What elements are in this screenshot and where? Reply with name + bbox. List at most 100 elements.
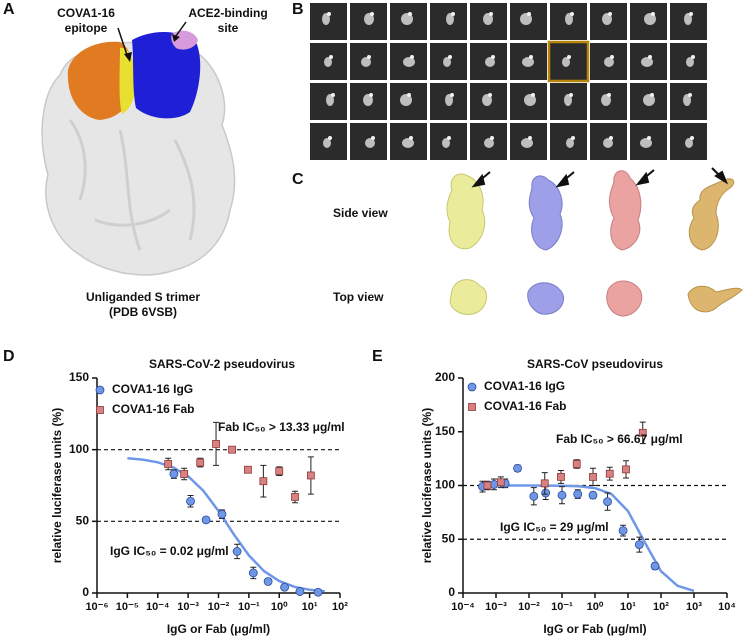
data-point xyxy=(313,587,323,597)
particle xyxy=(326,94,334,106)
particle xyxy=(364,13,374,25)
data-point xyxy=(186,496,195,506)
particle xyxy=(370,12,374,16)
particle xyxy=(522,57,534,67)
legend-label: COVA1-16 IgG xyxy=(484,379,565,393)
particle xyxy=(447,136,451,140)
particle xyxy=(683,94,691,106)
particle xyxy=(491,55,495,59)
data-point xyxy=(291,493,299,501)
data-point xyxy=(201,515,211,525)
particle xyxy=(490,136,494,140)
side-view-label: Side view xyxy=(333,206,388,220)
legend-marker xyxy=(467,382,477,392)
particle xyxy=(570,12,574,16)
particle xyxy=(531,93,535,97)
particle xyxy=(607,93,611,97)
panel-label: B xyxy=(292,1,304,18)
x-tick-label: 10¹ xyxy=(302,601,318,613)
particle xyxy=(445,94,453,106)
particle xyxy=(322,13,330,25)
particle xyxy=(569,93,573,97)
data-point xyxy=(589,472,597,481)
particle xyxy=(451,12,455,16)
y-tick-label: 150 xyxy=(435,424,455,438)
chart-title: SARS-CoV-2 pseudovirus xyxy=(149,357,295,371)
x-tick-label: 10⁻⁴ xyxy=(451,601,474,613)
data-point xyxy=(483,481,492,490)
particle xyxy=(328,136,332,140)
panel-label: D xyxy=(3,348,15,365)
x-tick-label: 10⁻² xyxy=(518,601,540,613)
particle xyxy=(442,138,450,148)
data-point xyxy=(196,458,205,467)
data-point xyxy=(634,540,644,550)
particle xyxy=(603,138,613,148)
particle xyxy=(361,57,371,67)
particle xyxy=(691,55,695,59)
particle xyxy=(688,93,692,97)
x-tick-label: 10⁰ xyxy=(587,601,604,613)
particle xyxy=(409,136,413,140)
x-axis-label: IgG or Fab (μg/ml) xyxy=(543,622,646,636)
particle xyxy=(443,57,451,67)
ace2-label: ACE2-binding xyxy=(188,6,267,20)
map-side-views xyxy=(446,167,735,251)
y-tick-label: 50 xyxy=(76,514,90,528)
particle xyxy=(602,13,612,25)
data-point xyxy=(650,561,660,571)
data-point xyxy=(263,577,273,586)
x-tick-label: 10² xyxy=(653,601,669,613)
y-tick-label: 100 xyxy=(69,442,89,456)
x-tick-label: 10⁻³ xyxy=(177,601,199,613)
particle xyxy=(402,138,414,148)
particle xyxy=(408,12,412,16)
particle xyxy=(640,138,652,148)
particle xyxy=(684,13,692,25)
x-tick-label: 10¹ xyxy=(620,601,636,613)
particle xyxy=(521,138,533,148)
particle xyxy=(489,12,493,16)
data-point xyxy=(557,472,565,481)
particle xyxy=(363,94,373,106)
data-point xyxy=(573,489,583,499)
data-point xyxy=(588,490,598,500)
data-point xyxy=(306,471,315,480)
particle xyxy=(610,55,614,59)
annotation: IgG IC₅₀ = 0.02 μg/ml xyxy=(110,544,229,558)
particle xyxy=(686,57,694,67)
particle xyxy=(527,12,531,16)
panel-label: A xyxy=(3,1,15,18)
x-tick-label: 10⁻⁴ xyxy=(146,601,169,613)
particle xyxy=(690,136,694,140)
x-tick-label: 10⁻² xyxy=(208,601,230,613)
particle xyxy=(324,57,332,67)
data-point xyxy=(295,587,305,596)
data-point xyxy=(638,428,647,437)
legend-marker xyxy=(95,385,105,395)
data-point xyxy=(557,490,567,500)
s-trimer-illustration xyxy=(41,21,236,276)
y-tick-label: 100 xyxy=(435,478,455,492)
data-point xyxy=(572,460,581,468)
particle xyxy=(571,136,575,140)
data-point xyxy=(605,469,614,478)
particle xyxy=(448,55,452,59)
particle xyxy=(329,55,333,59)
legend-label: COVA1-16 IgG xyxy=(112,382,193,396)
selected-class xyxy=(547,40,590,83)
particle xyxy=(647,136,651,140)
x-tick-label: 10⁰ xyxy=(271,601,288,613)
data-point xyxy=(244,465,252,474)
x-tick-label: 10⁻³ xyxy=(485,601,507,613)
generated: A B C D E SARS-CoV-2 pseudovirus relative luci… xyxy=(3,1,736,636)
particle xyxy=(564,94,572,106)
particle xyxy=(410,55,414,59)
particle xyxy=(566,138,574,148)
particle xyxy=(403,57,415,67)
particle xyxy=(651,12,655,16)
data-point xyxy=(164,460,173,468)
particle xyxy=(689,12,693,16)
y-tick-label: 150 xyxy=(69,370,89,384)
